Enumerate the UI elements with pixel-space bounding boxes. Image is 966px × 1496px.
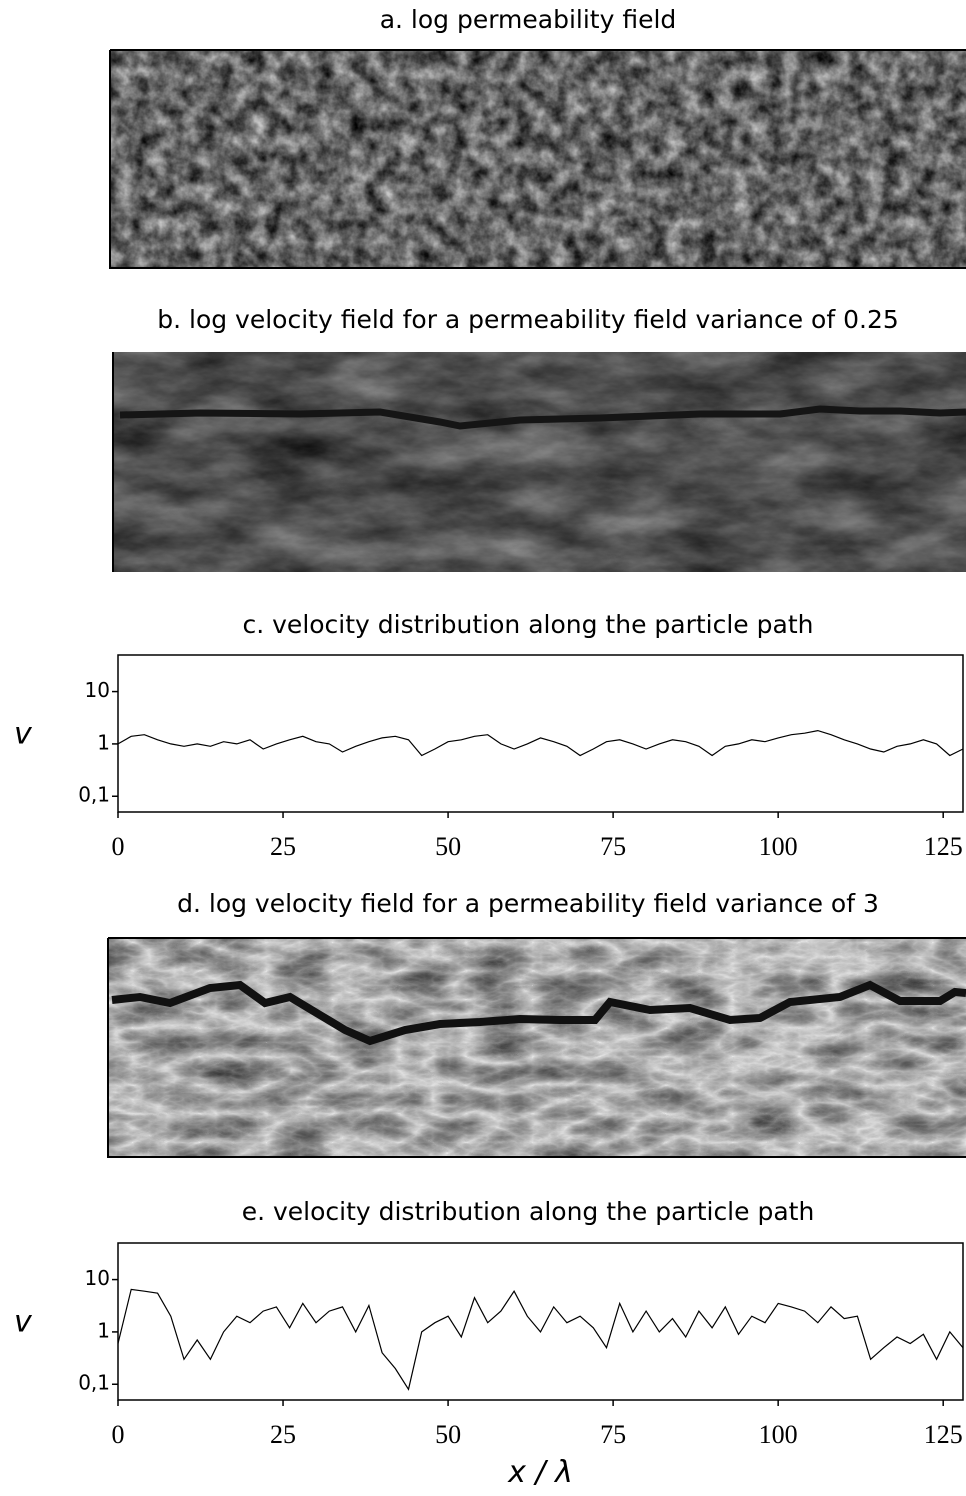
velocity-line — [117, 1288, 964, 1391]
velocity-texture — [108, 938, 966, 1157]
y-axis-label: v — [14, 717, 33, 752]
velocity-texture — [113, 352, 966, 572]
x-tick-label: 0 — [112, 832, 125, 861]
x-tick-label: 75 — [600, 832, 626, 861]
y-tick-label: 0,1 — [78, 783, 110, 807]
x-tick-label: 100 — [759, 832, 798, 861]
y-tick-label: 10 — [85, 1266, 110, 1290]
y-tick-label: 0,1 — [78, 1371, 110, 1395]
panel-frame — [109, 49, 966, 269]
y-tick-label: 1 — [97, 1318, 110, 1342]
y-axis-label: v — [14, 1305, 33, 1340]
particle-path — [111, 980, 966, 1046]
x-tick-label: 25 — [270, 1420, 296, 1449]
particle-path — [119, 405, 966, 430]
panel-title: c. velocity distribution along the parti… — [243, 610, 814, 639]
x-tick-label: 75 — [600, 1420, 626, 1449]
x-tick-label: 125 — [924, 832, 963, 861]
x-tick-label: 50 — [435, 1420, 461, 1449]
velocity-line — [117, 729, 964, 757]
plot-frame — [117, 1242, 964, 1401]
x-tick-label: 0 — [112, 1420, 125, 1449]
x-tick-label: 25 — [270, 832, 296, 861]
panel-title: d. log velocity field for a permeability… — [177, 889, 879, 918]
x-tick-label: 50 — [435, 832, 461, 861]
x-tick-label: 100 — [759, 1420, 798, 1449]
y-tick-label: 10 — [85, 678, 110, 702]
panel-title: a. log permeability field — [380, 5, 677, 34]
y-tick-label: 1 — [97, 730, 110, 754]
plot-frame — [117, 654, 964, 813]
panel-title: e. velocity distribution along the parti… — [242, 1197, 815, 1226]
permeability-texture — [110, 50, 966, 268]
panel-title: b. log velocity field for a permeability… — [157, 305, 899, 334]
x-tick-label: 125 — [924, 1420, 963, 1449]
panel-frame — [107, 937, 966, 1158]
x-axis-label: x / λ — [507, 1455, 573, 1490]
